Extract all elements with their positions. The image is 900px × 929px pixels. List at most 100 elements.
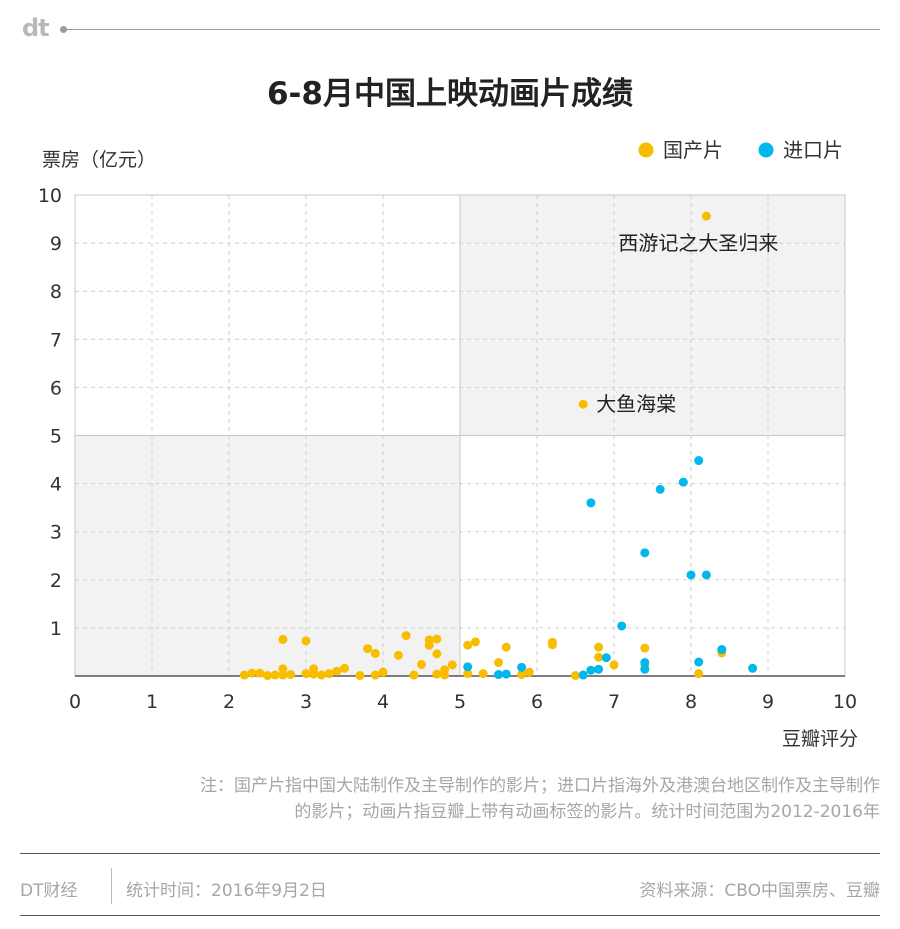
data-point	[571, 671, 580, 681]
y-tick-label: 7	[50, 329, 62, 351]
x-tick-label: 7	[608, 691, 620, 713]
y-tick-label: 1	[50, 618, 62, 640]
data-point	[370, 670, 380, 680]
x-tick-label: 5	[454, 691, 466, 713]
data-point	[432, 649, 442, 659]
x-tick-label: 10	[833, 691, 857, 713]
data-point	[316, 670, 326, 680]
data-point	[578, 399, 588, 409]
data-point	[355, 671, 365, 681]
data-point	[640, 658, 650, 668]
footnote: 注：国产片指中国大陆制作及主导制作的影片；进口片指海外及港澳台地区制作及主导制作…	[20, 773, 880, 825]
data-point	[424, 640, 434, 650]
data-point	[432, 669, 442, 679]
x-axis-label: 豆瓣评分	[782, 728, 858, 750]
data-point	[409, 670, 419, 680]
y-tick-label: 10	[38, 185, 62, 207]
data-point	[463, 640, 473, 650]
data-point	[255, 668, 265, 678]
x-tick-label: 6	[531, 691, 543, 713]
x-tick-label: 9	[762, 691, 774, 713]
data-point	[278, 634, 288, 644]
y-tick-label: 9	[50, 233, 62, 255]
brand-rule	[64, 29, 880, 30]
footer-brand: DT财经	[20, 881, 78, 901]
data-point	[324, 669, 334, 679]
data-point	[586, 665, 596, 675]
footer-top-rule	[20, 853, 880, 854]
data-point	[594, 664, 604, 674]
data-point	[286, 670, 296, 680]
data-point	[494, 670, 503, 680]
data-point	[247, 668, 257, 678]
data-point	[432, 634, 442, 644]
data-point	[701, 211, 711, 221]
footnote-line-2: 的影片；动画片指豆瓣上带有动画标签的影片。统计时间范围为2012-2016年	[294, 802, 880, 822]
footer-separator	[111, 868, 112, 904]
data-point	[524, 667, 534, 677]
data-point	[640, 548, 650, 558]
data-point	[578, 670, 588, 680]
data-point	[378, 667, 388, 677]
data-point	[717, 645, 727, 655]
shaded-quadrant-low	[75, 435, 460, 676]
legend-label: 进口片	[783, 138, 843, 162]
data-point	[470, 637, 480, 647]
data-point	[401, 631, 411, 641]
point-annotation: 西游记之大圣归来	[618, 231, 778, 255]
data-point	[694, 456, 704, 466]
data-point	[701, 570, 711, 580]
data-point	[332, 666, 342, 676]
data-point	[640, 664, 650, 674]
data-point	[463, 662, 473, 672]
point-annotation: 大鱼海棠	[596, 392, 676, 416]
data-point	[678, 477, 688, 487]
data-point	[501, 642, 511, 652]
data-point	[278, 664, 288, 674]
legend-marker	[638, 142, 654, 158]
data-point	[270, 670, 280, 680]
brand-logo: dt	[22, 14, 50, 42]
y-tick-label: 5	[50, 426, 62, 448]
data-point	[501, 669, 511, 679]
data-point	[340, 663, 349, 673]
x-tick-label: 3	[300, 691, 312, 713]
footer-data-source: 资料来源：CBO中国票房、豆瓣	[639, 881, 880, 901]
y-tick-label: 2	[50, 570, 62, 592]
y-tick-label: 8	[50, 281, 62, 303]
data-point	[301, 669, 311, 679]
data-point	[447, 660, 457, 670]
x-tick-label: 4	[377, 691, 389, 713]
data-point	[494, 658, 503, 668]
data-point	[478, 669, 488, 679]
data-point	[609, 660, 619, 670]
x-tick-label: 0	[69, 691, 81, 713]
y-tick-label: 3	[50, 522, 62, 544]
data-point	[694, 657, 704, 667]
x-tick-label: 1	[146, 691, 158, 713]
x-tick-label: 2	[223, 691, 235, 713]
brand-rule-dot	[60, 26, 67, 33]
data-point	[370, 648, 380, 658]
data-point	[686, 570, 696, 580]
chart-title: 6-8月中国上映动画片成绩	[266, 76, 633, 112]
data-point	[301, 636, 311, 646]
data-point	[278, 670, 288, 680]
data-point	[617, 621, 627, 631]
data-point	[363, 644, 373, 654]
data-point	[440, 670, 450, 680]
y-tick-label: 6	[50, 377, 62, 399]
data-point	[594, 642, 604, 652]
data-point	[594, 652, 604, 662]
data-point	[655, 484, 665, 494]
legend-label: 国产片	[663, 138, 723, 162]
footnote-line-1: 注：国产片指中国大陆制作及主导制作的影片；进口片指海外及港澳台地区制作及主导制作	[200, 776, 880, 796]
data-point	[517, 662, 527, 672]
data-point	[417, 659, 426, 669]
data-point	[547, 640, 557, 650]
data-point	[309, 664, 319, 674]
data-point	[463, 669, 473, 679]
data-point	[263, 671, 272, 681]
x-tick-label: 8	[685, 691, 697, 713]
